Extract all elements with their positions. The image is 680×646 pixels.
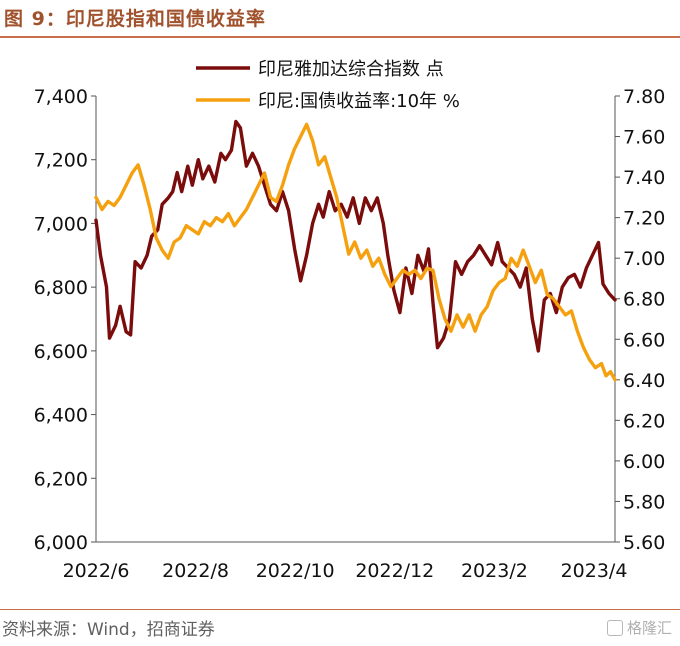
left-y-tick-label: 6,800 (34, 277, 88, 299)
right-y-tick-label: 6.00 (623, 451, 665, 473)
left-y-tick-label: 7,400 (34, 86, 88, 108)
source-note: 资料来源：Wind，招商证券 (2, 620, 215, 640)
source-divider (0, 609, 680, 610)
x-tick-label: 2022/12 (355, 560, 434, 582)
left-y-tick-label: 7,200 (34, 150, 88, 172)
right-y-tick-label: 6.20 (623, 410, 665, 432)
left-y-tick-label: 7,000 (34, 213, 88, 235)
series-line-bond-yield (94, 122, 617, 382)
x-tick-label: 2022/6 (63, 560, 130, 582)
left-y-tick-label: 6,200 (34, 468, 88, 490)
right-y-tick-label: 7.80 (623, 86, 665, 108)
figure-title: 图 9：印尼股指和国债收益率 (4, 8, 266, 30)
title-divider (0, 36, 680, 38)
watermark-text: 格隆汇 (626, 619, 672, 637)
x-tick-label: 2023/4 (561, 560, 628, 582)
chart-ticks: 6,000 6,200 6,400 6,600 6,800 7,000 7,200 7,400… (34, 86, 666, 582)
chart-series (94, 119, 617, 382)
chart-legend: 印尼雅加达综合指数 点印尼:国债收益率:10年 % (196, 59, 460, 112)
legend-label: 印尼雅加达综合指数 点 (258, 59, 444, 80)
right-y-tick-label: 5.80 (623, 491, 665, 513)
x-tick-label: 2023/2 (461, 560, 528, 582)
right-y-tick-label: 6.40 (623, 370, 665, 392)
right-y-tick-label: 7.00 (623, 248, 665, 270)
right-y-tick-label: 7.20 (623, 208, 665, 230)
right-y-tick-label: 7.40 (623, 167, 665, 189)
legend-label: 印尼:国债收益率:10年 % (258, 91, 460, 112)
x-tick-label: 2022/10 (256, 560, 335, 582)
left-y-tick-label: 6,000 (34, 532, 88, 554)
watermark: 格隆汇 (606, 617, 672, 638)
right-y-tick-label: 5.60 (623, 532, 665, 554)
series-line-jci (94, 119, 617, 353)
chart-axes (95, 96, 616, 543)
right-y-tick-label: 6.80 (623, 289, 665, 311)
left-y-tick-label: 6,400 (34, 405, 88, 427)
watermark-logo-icon (606, 619, 623, 636)
dual-axis-line-chart: 6,000 6,200 6,400 6,600 6,800 7,000 7,200 7,400… (34, 59, 666, 582)
right-y-tick-label: 7.60 (623, 127, 665, 149)
right-y-tick-label: 6.60 (623, 329, 665, 351)
left-y-tick-label: 6,600 (34, 341, 88, 363)
x-tick-label: 2022/8 (162, 560, 229, 582)
